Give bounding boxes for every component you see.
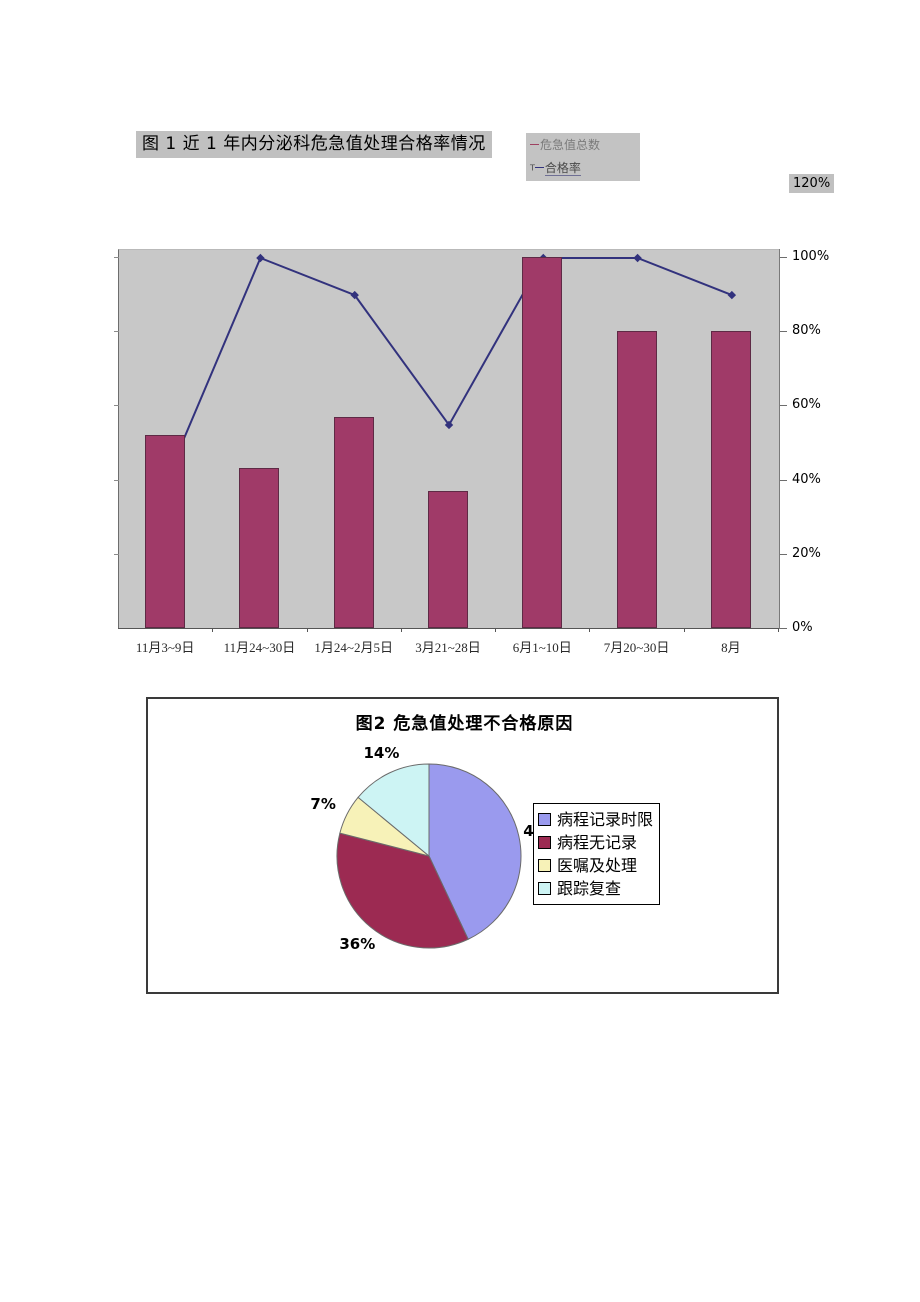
y-tick-label-0pct: 0% [792,620,813,635]
y-tick-mark-left-5 [114,257,119,258]
y-tick-label-40pct: 40% [792,471,821,487]
legend-label-total: 危急值总数 [540,138,601,152]
rate-marker-4 [444,420,454,430]
bar-7 [710,331,751,628]
pie-legend-swatch-1 [538,813,551,826]
y-tick-label-60pct: 60% [792,397,821,413]
y-tick-mark-left-3 [114,405,119,407]
rate-marker-7 [727,290,737,300]
x-tick-mark-2 [306,628,308,632]
pie-legend-swatch-3 [538,859,551,872]
y-tick-label-80pct: 80% [792,323,821,339]
x-tick-mark-3 [400,628,402,632]
y-tick-mark-2 [780,479,787,481]
pie-legend-label-3: 医嘱及处理 [557,855,638,875]
pie-data-label-3: 7% [310,795,336,814]
pie-legend-item-2: 病程无记录 [538,831,653,854]
y-tick-mark-left-4 [114,331,119,333]
rate-marker-3 [350,290,359,300]
legend-tick-glyph: T [530,163,535,173]
x-tick-mark-6 [683,628,685,632]
pie-slice-1 [428,763,522,940]
pie-legend-label-1: 病程记录时限 [557,809,654,829]
pie-legend-item-4: 跟踪复查 [538,877,653,900]
y-axis-line [779,249,780,629]
x-tick-mark-5 [589,628,591,632]
y-tick-mark-left-2 [114,479,119,481]
pie-legend-swatch-4 [538,882,551,895]
rate-marker-2 [256,253,265,263]
y-tick-mark-3 [780,405,787,407]
figure-2-title: 图2 危急值处理不合格原因 [355,714,574,734]
x-tick-mark-1 [212,628,214,632]
bar-5 [522,257,563,628]
legend-line-marker-rate [534,167,544,168]
y-tick-mark-4 [780,331,787,333]
x-tick-mark-4 [495,628,497,632]
pie-svg [336,763,522,949]
x-tick-label-1: 11月3~9日 [135,640,195,655]
pie-data-label-4: 14% [363,743,400,762]
legend-label-rate: 合格率 [544,161,581,176]
figure-1-title: 图 1 近 1 年内分泌科危急值处理合格率情况 [136,131,492,158]
legend-item-rate: T 合格率 [530,157,581,179]
pie-legend-item-1: 病程记录时限 [538,808,653,831]
figure-1-combo-chart: 图 1 近 1 年内分泌科危急值处理合格率情况 危急值总数 T 合格率 120% … [114,131,835,655]
y-tick-mark-left-1 [114,553,119,555]
pie-slices [336,763,522,949]
y-tick-mark-1 [780,553,787,555]
x-tick-label-5: 6月1~10日 [512,640,572,655]
x-tick-label-4: 3月21~28日 [415,640,481,655]
legend-line-marker-total [530,144,539,145]
x-tick-label-2: 11月24~30日 [223,640,296,655]
pie-data-label-2: 36% [339,934,376,953]
y-axis-extra-label-120: 120% [789,174,835,193]
rate-marker-6 [633,253,642,263]
pie-legend: 病程记录时限 病程无记录医嘱及处理跟踪复查 [533,803,661,905]
y-tick-label-100pct: 100% [792,249,830,264]
x-tick-label-6: 7月20~30日 [603,640,670,655]
bar-1 [145,435,186,628]
bar-2 [239,468,280,628]
legend-item-total: 危急值总数 [530,134,600,156]
pie-legend-swatch-2 [538,836,551,849]
pie-legend-label-4: 跟踪复查 [557,878,622,898]
pie-legend-label-2: 病程无记录 [557,832,638,852]
bar-4 [428,490,468,628]
bar-6 [616,331,657,628]
figure-2-pie-chart: 图2 危急值处理不合格原因 43%36%7%14% 病程记录时限病程无记录医嘱及… [146,697,779,994]
figure-1-legend: 危急值总数 T 合格率 [526,133,640,181]
pie-legend-item-3: 医嘱及处理 [538,854,653,877]
y-tick-mark-0 [780,628,787,629]
y-tick-label-20pct: 20% [792,545,821,561]
pie-graphic [334,761,524,951]
y-tick-mark-5 [780,257,787,258]
bar-3 [333,416,374,628]
x-tick-label-7: 8月 [721,640,741,655]
x-axis-line [118,628,780,629]
x-tick-label-3: 1月24~2月5日 [314,640,393,655]
pie-slice-2 [336,832,469,949]
x-tick-mark-7 [778,628,779,632]
pie-slice-4 [357,763,430,858]
